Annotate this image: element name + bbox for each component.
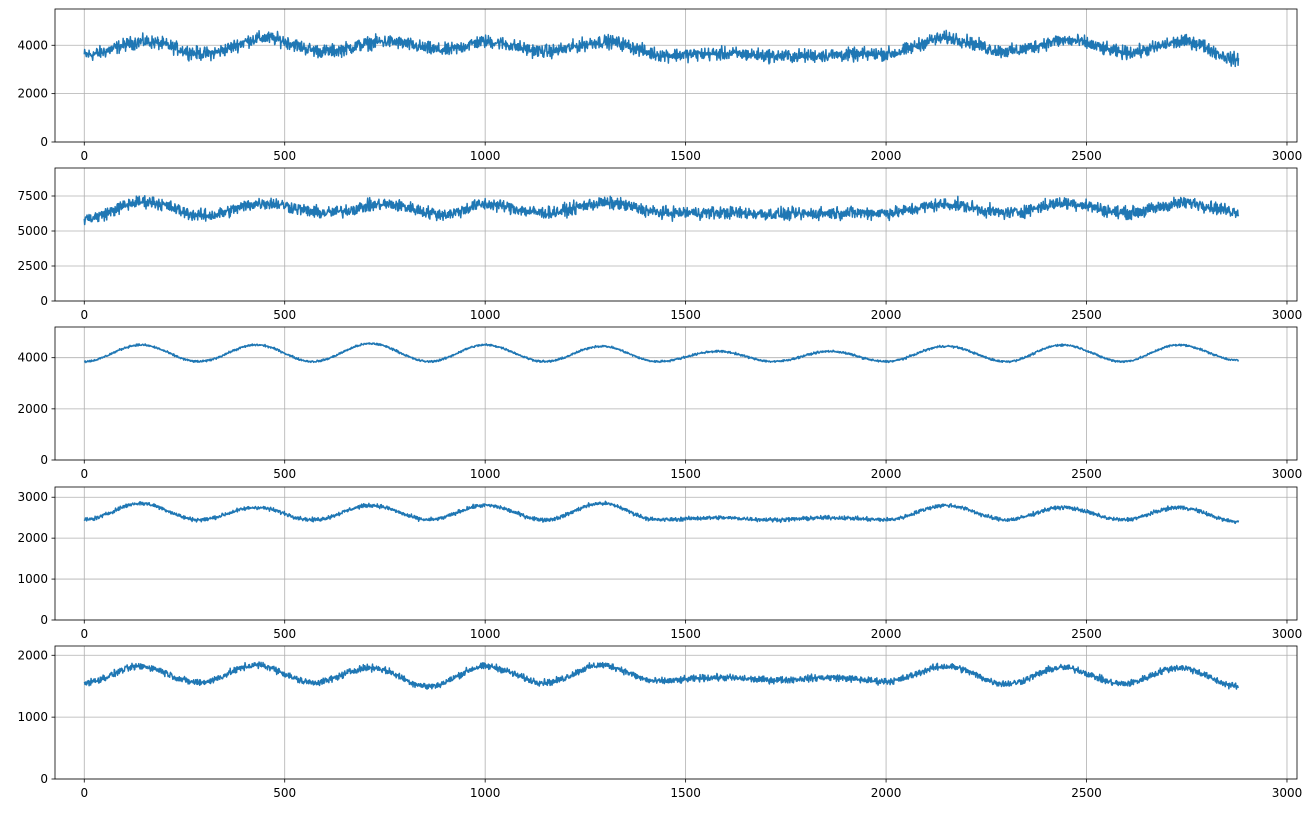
x-tick-label: 500 [273, 786, 296, 800]
x-tick-label: 500 [273, 308, 296, 322]
x-tick-label: 2500 [1071, 786, 1102, 800]
y-tick-label: 4000 [17, 38, 48, 52]
y-tick-label: 4000 [17, 351, 48, 365]
y-tick-label: 1000 [17, 710, 48, 724]
x-tick-label: 2000 [871, 308, 902, 322]
axes-frame [54, 8, 1298, 143]
x-tick-label: 2500 [1071, 467, 1102, 481]
y-tick-label: 0 [40, 135, 48, 149]
x-tick-label: 1500 [670, 149, 701, 163]
x-tick-label: 3000 [1272, 149, 1303, 163]
x-tick-label: 3000 [1272, 627, 1303, 641]
x-tick-label: 3000 [1272, 467, 1303, 481]
y-tick-label: 2000 [17, 87, 48, 101]
y-tick-label: 3000 [17, 490, 48, 504]
y-tick-label: 5000 [17, 224, 48, 238]
series-line-2 [83, 195, 1240, 226]
subplot-4: 0 500 1000 1500 2000 2500 3000 0 1000 2000 3000 [17, 486, 1303, 641]
x-tick-label: 3000 [1272, 786, 1303, 800]
x-tick-label: 500 [273, 149, 296, 163]
x-tick-label: 2500 [1071, 627, 1102, 641]
x-tick-label: 2000 [871, 786, 902, 800]
x-tick-label: 2000 [871, 627, 902, 641]
series-line-1 [83, 29, 1240, 68]
x-tick-label: 3000 [1272, 308, 1303, 322]
y-tick-label: 0 [40, 613, 48, 627]
subplot-1: 0 500 1000 1500 2000 2500 3000 0 2000 4000 [17, 8, 1303, 163]
x-tick-label: 0 [80, 467, 88, 481]
series-line-4 [83, 500, 1240, 525]
subplot-5: 0 500 1000 1500 2000 2500 3000 0 1000 2000 [17, 645, 1303, 800]
x-tick-label: 0 [80, 149, 88, 163]
x-tick-label: 2500 [1071, 149, 1102, 163]
subplot-3: 0 500 1000 1500 2000 2500 3000 0 2000 4000 [17, 326, 1303, 481]
x-tick-label: 0 [80, 627, 88, 641]
x-tick-label: 0 [80, 786, 88, 800]
y-tick-label: 2500 [17, 259, 48, 273]
y-tick-label: 2000 [17, 531, 48, 545]
x-tick-label: 1000 [470, 149, 501, 163]
y-tick-label: 1000 [17, 572, 48, 586]
y-tick-label: 2000 [17, 402, 48, 416]
x-tick-label: 1000 [470, 467, 501, 481]
y-tick-label: 0 [40, 772, 48, 786]
x-tick-label: 2000 [871, 467, 902, 481]
series-line-5 [83, 661, 1239, 690]
y-tick-label: 2000 [17, 648, 48, 662]
y-tick-label: 0 [40, 453, 48, 467]
axes-frame [54, 167, 1298, 302]
x-tick-label: 500 [273, 467, 296, 481]
x-tick-label: 2000 [871, 149, 902, 163]
series-line-3 [83, 342, 1240, 364]
x-tick-label: 500 [273, 627, 296, 641]
x-tick-label: 1000 [470, 627, 501, 641]
x-tick-label: 1000 [470, 308, 501, 322]
axes-frame [54, 326, 1298, 461]
x-tick-label: 0 [80, 308, 88, 322]
x-tick-label: 1500 [670, 786, 701, 800]
axes-frame [54, 486, 1298, 621]
x-tick-label: 1000 [470, 786, 501, 800]
x-tick-label: 1500 [670, 467, 701, 481]
x-tick-label: 1500 [670, 627, 701, 641]
y-tick-label: 7500 [17, 189, 48, 203]
x-tick-label: 2500 [1071, 308, 1102, 322]
subplot-2: 0 500 1000 1500 2000 2500 3000 0 2500 5000 7500 [17, 167, 1303, 322]
x-tick-label: 1500 [670, 308, 701, 322]
axes-frame [54, 645, 1298, 780]
y-tick-label: 0 [40, 294, 48, 308]
